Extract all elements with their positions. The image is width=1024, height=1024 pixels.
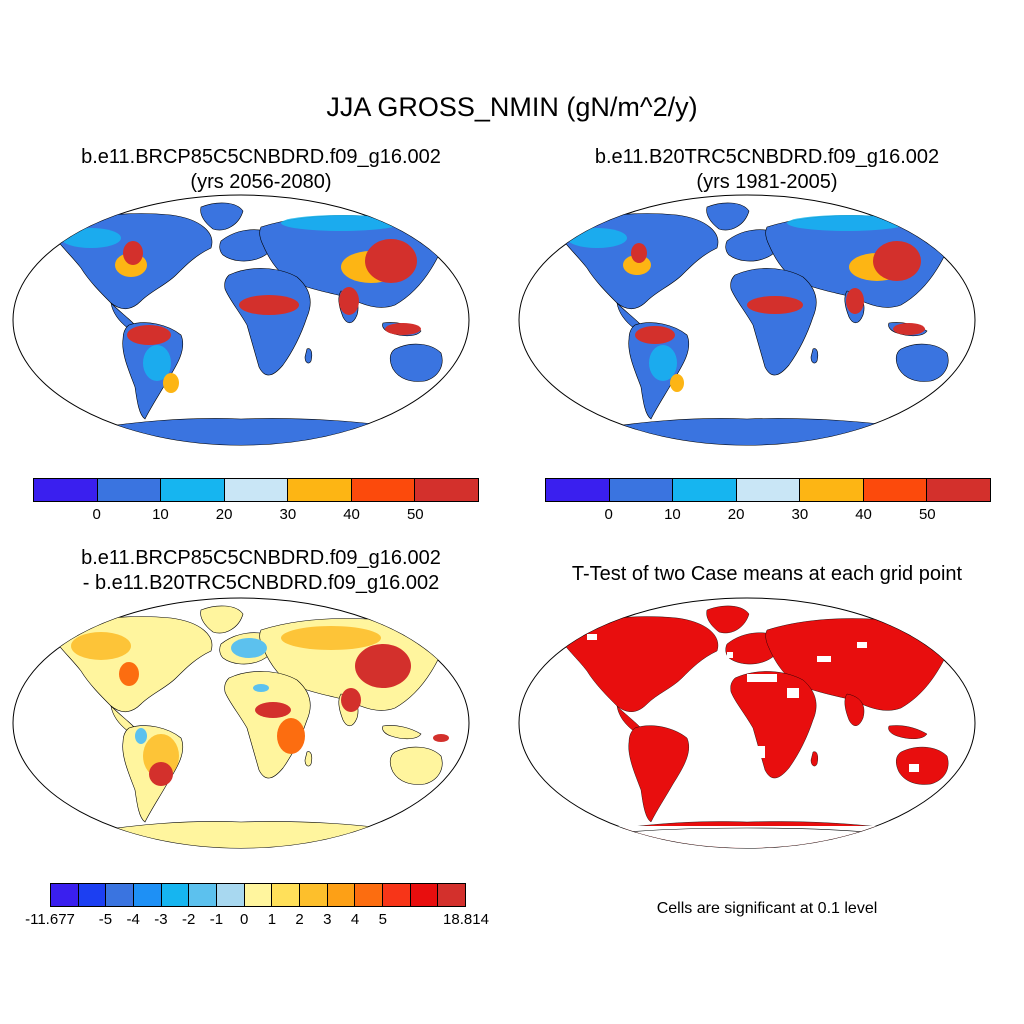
colorbar-difference-tick-label: 0	[239, 911, 249, 928]
map-difference	[12, 597, 470, 849]
colorbar-future-swatch	[415, 479, 479, 501]
colorbar-future-tick-label: 10	[152, 506, 169, 523]
map-future	[12, 194, 470, 446]
colorbar-future-tick-label: 30	[279, 506, 297, 523]
colorbar-difference-swatch	[51, 884, 79, 906]
colorbar-historical	[545, 478, 991, 502]
colorbar-difference-swatch	[355, 884, 384, 906]
main-title: JJA GROSS_NMIN (gN/m^2/y)	[326, 92, 698, 122]
map-significance	[518, 597, 976, 849]
colorbar-difference-tick-label: 5	[378, 911, 387, 928]
colorbar-future-swatch	[97, 479, 162, 501]
colorbar-difference-swatch	[78, 884, 107, 906]
colorbar-historical-swatch	[863, 479, 928, 501]
colorbar-future-tick-label: 40	[343, 506, 360, 523]
panel-title-future-line1: b.e11.BRCP85C5CNBDRD.f09_g16.002	[81, 146, 441, 168]
colorbar-difference-swatch	[189, 884, 218, 906]
colorbar-future	[33, 478, 479, 502]
colorbar-future-swatch	[224, 479, 289, 501]
panel-title-difference-line1: b.e11.BRCP85C5CNBDRD.f09_g16.002	[81, 547, 441, 569]
panel-title-future: b.e11.BRCP85C5CNBDRD.f09_g16.002 (yrs 20…	[12, 145, 510, 195]
colorbar-historical-tick-label: 30	[791, 506, 809, 523]
colorbar-historical-tick-label: 20	[727, 506, 745, 523]
colorbar-difference	[50, 883, 466, 907]
colorbar-difference-tick-label: -11.677	[25, 911, 75, 928]
colorbar-historical-swatch	[800, 479, 864, 501]
colorbar-difference-swatch	[134, 884, 162, 906]
panel-title-ttest: T-Test of two Case means at each grid po…	[518, 562, 1016, 587]
colorbar-difference-swatch	[327, 884, 356, 906]
colorbar-future-tick-label: 50	[406, 506, 424, 523]
colorbar-difference-swatch	[383, 884, 411, 906]
colorbar-future-swatch	[288, 479, 352, 501]
colorbar-difference-swatch	[106, 884, 135, 906]
colorbar-difference-tick-label: -1	[209, 911, 224, 928]
colorbar-difference-swatch	[300, 884, 328, 906]
colorbar-difference-swatch	[438, 884, 466, 906]
colorbar-difference-tick-label: 3	[323, 911, 332, 928]
colorbar-historical-tick-label: 0	[604, 506, 613, 523]
colorbar-difference-tick-label: -2	[181, 911, 196, 928]
colorbar-historical-tick-label: 40	[855, 506, 872, 523]
panel-title-difference: b.e11.BRCP85C5CNBDRD.f09_g16.002 - b.e11…	[12, 546, 510, 596]
colorbar-historical-swatch	[927, 479, 991, 501]
colorbar-future-tick-label: 0	[92, 506, 101, 523]
panel-title-historical-line1: b.e11.B20TRC5CNBDRD.f09_g16.002	[594, 146, 940, 168]
map-historical	[518, 194, 976, 446]
colorbar-future-swatch	[351, 479, 416, 501]
colorbar-difference-tick-label: -3	[154, 911, 168, 928]
panel-title-historical: b.e11.B20TRC5CNBDRD.f09_g16.002 (yrs 198…	[518, 145, 1016, 195]
colorbar-difference-swatch	[161, 884, 190, 906]
colorbar-historical-swatch	[609, 479, 674, 501]
colorbar-difference-tick-label: -4	[126, 911, 140, 928]
colorbar-future-swatch	[161, 479, 225, 501]
colorbar-difference-tick-label: 1	[267, 911, 277, 928]
colorbar-difference-swatch	[410, 884, 439, 906]
colorbar-historical-swatch	[736, 479, 801, 501]
colorbar-difference-tick-label: 4	[350, 911, 360, 928]
colorbar-difference-swatch	[272, 884, 301, 906]
colorbar-difference-swatch	[217, 884, 245, 906]
colorbar-difference-tick-label: 2	[295, 911, 304, 928]
colorbar-historical-swatch	[673, 479, 737, 501]
colorbar-historical-tick-label: 10	[664, 506, 681, 523]
panel-title-future-line2: (yrs 2056-2080)	[190, 171, 332, 193]
panel-title-difference-line2: - b.e11.B20TRC5CNBDRD.f09_g16.002	[82, 572, 440, 594]
colorbar-difference-tick-label: -5	[98, 911, 113, 928]
colorbar-future-tick-label: 20	[215, 506, 233, 523]
colorbar-future-swatch	[34, 479, 98, 501]
colorbar-historical-tick-label: 50	[918, 506, 936, 523]
colorbar-difference-tick-label: 18.814	[443, 911, 489, 928]
colorbar-historical-swatch	[546, 479, 610, 501]
significance-note: Cells are significant at 0.1 level	[656, 900, 878, 917]
colorbar-difference-swatch	[244, 884, 273, 906]
panel-title-ttest-line1: T-Test of two Case means at each grid po…	[571, 563, 963, 585]
panel-title-historical-line2: (yrs 1981-2005)	[696, 171, 838, 193]
